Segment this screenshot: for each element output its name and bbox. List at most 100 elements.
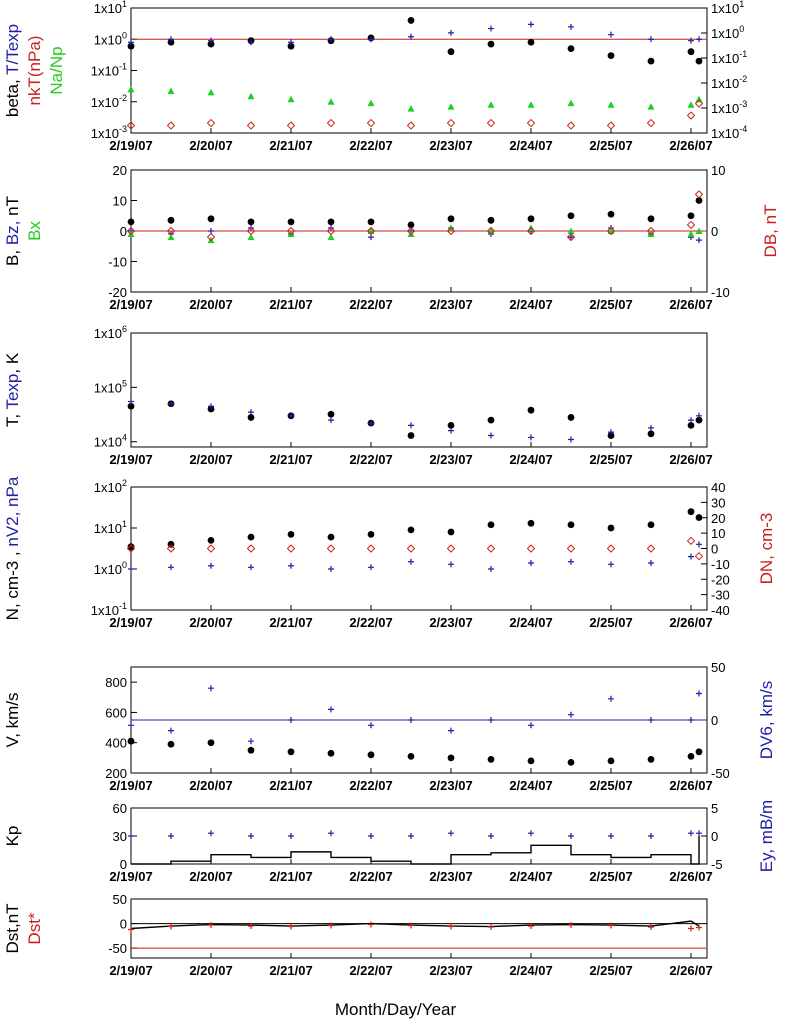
- y2-tick-label: 20: [711, 511, 725, 526]
- data-point-plus: [168, 833, 174, 839]
- data-point-diamond: [446, 118, 456, 128]
- data-point-plus: [368, 564, 374, 571]
- data-point-dot: [327, 218, 335, 226]
- data-point-dot: [447, 754, 455, 762]
- tick-exponent: -4: [739, 124, 747, 134]
- data-point-diamond: [126, 226, 136, 236]
- data-point-plus: [648, 924, 654, 931]
- data-point-dot: [487, 40, 495, 48]
- x-tick-label: 2/23/07: [429, 869, 472, 884]
- data-point-plus: [368, 921, 374, 928]
- data-point-plus: [448, 830, 454, 837]
- data-point-diamond: [566, 121, 576, 130]
- data-point-plus: [608, 429, 614, 436]
- data-point-diamond: [646, 226, 656, 236]
- data-point-plus: [288, 412, 294, 419]
- y-axis-title-part: beta,: [3, 75, 22, 117]
- y-axis-title-3: Na/Np: [47, 46, 66, 94]
- y-axis-title-part: nV2, nPa: [3, 476, 22, 546]
- data-point-dot: [447, 48, 455, 56]
- data-point-diamond: [486, 544, 496, 553]
- data-point-plus: [688, 717, 694, 723]
- y-tick-label: 1x100: [94, 30, 127, 47]
- y-tick-label: 20: [113, 163, 127, 178]
- y-tick-label: 0: [120, 917, 127, 932]
- data-point-triangle: [207, 88, 215, 96]
- data-point-diamond: [366, 544, 376, 553]
- data-point-diamond: [694, 551, 704, 561]
- tick-exponent: -1: [119, 62, 127, 72]
- y2-tick-label: -50: [711, 766, 730, 781]
- x-tick-label: 2/21/07: [269, 963, 312, 978]
- y-tick-label: 1x10-1: [91, 62, 127, 79]
- data-point-plus: [328, 830, 334, 837]
- tick-base: 1x10: [91, 64, 119, 79]
- y-axis-title: N, cm-3 , nV2, nPa: [3, 476, 22, 620]
- data-point-plus: [248, 738, 254, 745]
- data-point-plus: [608, 833, 614, 839]
- data-point-plus: [608, 31, 614, 38]
- tick-base: 1x10: [91, 603, 119, 618]
- data-point-dot: [167, 216, 175, 224]
- y2-tick-label: 1x101: [711, 0, 744, 16]
- data-point-plus: [648, 560, 654, 567]
- data-point-triangle: [367, 99, 375, 107]
- data-point-plus: [568, 558, 574, 565]
- data-point-plus: [328, 566, 334, 572]
- y2-tick-label: -5: [711, 857, 723, 872]
- data-point-dot: [167, 38, 175, 46]
- data-point-diamond: [686, 220, 696, 230]
- x-tick-label: 2/21/07: [269, 297, 312, 312]
- data-point-diamond: [246, 226, 256, 236]
- tick-exponent: -2: [119, 93, 127, 103]
- data-point-dot: [207, 215, 215, 223]
- data-point-dot: [487, 521, 495, 529]
- x-tick-label: 2/25/07: [589, 452, 632, 467]
- data-point-dot: [487, 416, 495, 424]
- data-point-plus: [168, 564, 174, 571]
- y-tick-label: 0: [120, 224, 127, 239]
- x-tick-label: 2/21/07: [269, 869, 312, 884]
- x-tick-label: 2/20/07: [189, 138, 232, 153]
- data-point-plus: [608, 561, 614, 568]
- data-point-dot: [527, 519, 535, 527]
- tick-exponent: 1: [739, 0, 744, 9]
- x-tick-label: 2/26/07: [669, 778, 712, 793]
- data-point-plus: [648, 424, 654, 431]
- data-point-plus: [696, 541, 702, 548]
- data-point-plus: [408, 558, 414, 565]
- tick-base: 1x10: [94, 32, 122, 47]
- y-axis-title-part: , K: [3, 352, 22, 373]
- tick-exponent: -3: [739, 99, 747, 109]
- y2-tick-label: 1x100: [711, 24, 744, 41]
- data-point-triangle: [695, 227, 703, 234]
- data-point-dot: [647, 57, 655, 65]
- tick-exponent: -2: [739, 74, 747, 84]
- y-tick-label: 1x10-2: [91, 93, 127, 110]
- y2-tick-label: 30: [711, 495, 725, 510]
- data-point-plus: [288, 833, 294, 839]
- tick-exponent: 0: [122, 560, 127, 570]
- data-point-dot: [207, 739, 215, 747]
- data-point-plus: [128, 398, 134, 405]
- data-point-plus: [248, 564, 254, 571]
- data-point-dot: [695, 416, 703, 424]
- tick-base: 1x10: [94, 521, 122, 536]
- tick-exponent: 4: [122, 433, 127, 443]
- data-point-plus: [608, 695, 614, 702]
- data-point-plus: [288, 562, 294, 569]
- data-point-dot: [407, 526, 415, 534]
- data-point-plus: [696, 690, 702, 697]
- data-point-plus: [128, 566, 134, 572]
- y2-tick-label: 10: [711, 526, 725, 541]
- y-tick-label: 200: [105, 766, 127, 781]
- data-point-plus: [328, 417, 334, 424]
- data-point-plus: [568, 922, 574, 929]
- data-point-dot: [567, 212, 575, 220]
- data-point-diamond: [326, 544, 336, 553]
- x-tick-label: 2/26/07: [669, 297, 712, 312]
- y-axis-title-part: Bz,: [3, 216, 22, 245]
- x-tick-label: 2/22/07: [349, 963, 392, 978]
- data-point-dot: [127, 402, 135, 410]
- data-point-plus: [128, 39, 134, 46]
